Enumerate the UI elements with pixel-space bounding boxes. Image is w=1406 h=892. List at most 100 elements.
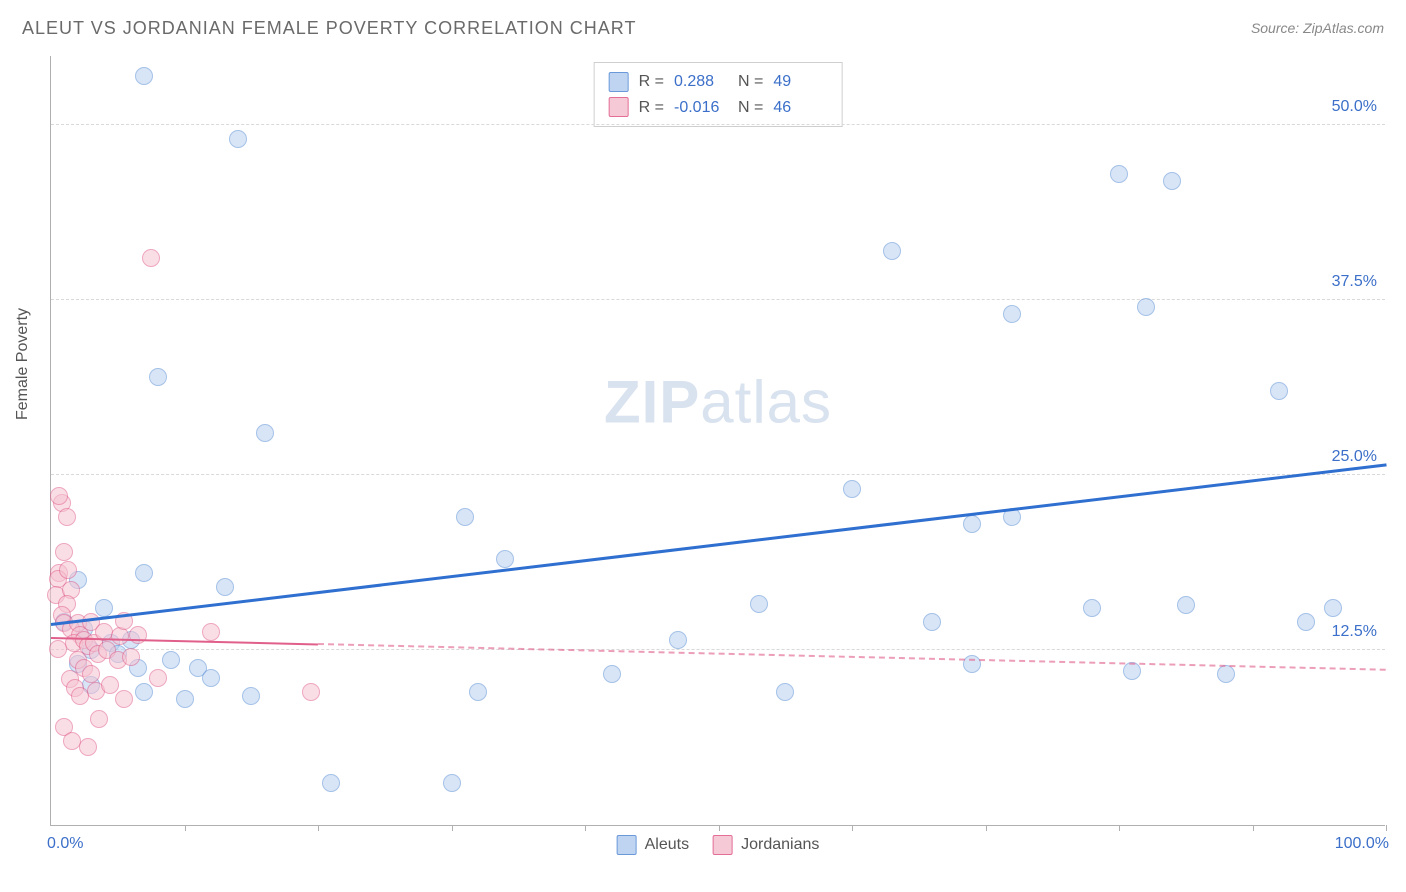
swatch-aleuts-icon xyxy=(617,835,637,855)
x-tick xyxy=(719,825,720,831)
x-tick xyxy=(585,825,586,831)
data-point-aleuts xyxy=(1177,596,1195,614)
data-point-aleuts xyxy=(202,669,220,687)
data-point-aleuts xyxy=(1110,165,1128,183)
data-point-aleuts xyxy=(149,368,167,386)
y-tick-label: 12.5% xyxy=(1332,623,1377,641)
data-point-jordanians xyxy=(90,710,108,728)
x-tick xyxy=(852,825,853,831)
swatch-jordanians xyxy=(609,97,629,117)
correlation-legend: R = 0.288 N = 49 R = -0.016 N = 46 xyxy=(594,62,843,127)
chart-source: Source: ZipAtlas.com xyxy=(1251,20,1384,36)
legend-label-jordanians: Jordanians xyxy=(741,836,819,854)
data-point-aleuts xyxy=(1297,613,1315,631)
data-point-aleuts xyxy=(162,651,180,669)
data-point-jordanians xyxy=(302,683,320,701)
legend-row-jordanians: R = -0.016 N = 46 xyxy=(609,95,828,121)
data-point-aleuts xyxy=(135,564,153,582)
r-value-aleuts: 0.288 xyxy=(674,69,728,95)
n-value-aleuts: 49 xyxy=(773,69,827,95)
data-point-aleuts xyxy=(229,130,247,148)
n-label: N = xyxy=(738,69,763,95)
data-point-jordanians xyxy=(111,627,129,645)
watermark-zip: ZIP xyxy=(604,369,700,436)
data-point-aleuts xyxy=(1003,305,1021,323)
chart-title: ALEUT VS JORDANIAN FEMALE POVERTY CORREL… xyxy=(22,18,636,38)
x-tick xyxy=(1253,825,1254,831)
data-point-jordanians xyxy=(149,669,167,687)
data-point-aleuts xyxy=(1270,382,1288,400)
gridline xyxy=(51,474,1385,475)
data-point-jordanians xyxy=(115,690,133,708)
x-max-label: 100.0% xyxy=(1335,835,1389,853)
data-point-jordanians xyxy=(202,623,220,641)
data-point-aleuts xyxy=(1083,599,1101,617)
n-label: N = xyxy=(738,95,763,121)
r-value-jordanians: -0.016 xyxy=(674,95,728,121)
data-point-aleuts xyxy=(443,774,461,792)
data-point-aleuts xyxy=(1324,599,1342,617)
data-point-aleuts xyxy=(469,683,487,701)
data-point-aleuts xyxy=(603,665,621,683)
data-point-jordanians xyxy=(50,487,68,505)
x-min-label: 0.0% xyxy=(47,835,83,853)
data-point-aleuts xyxy=(843,480,861,498)
data-point-jordanians xyxy=(58,508,76,526)
data-point-jordanians xyxy=(142,249,160,267)
x-tick xyxy=(986,825,987,831)
data-point-aleuts xyxy=(963,515,981,533)
r-label: R = xyxy=(639,95,664,121)
swatch-aleuts xyxy=(609,72,629,92)
data-point-jordanians xyxy=(79,738,97,756)
data-point-aleuts xyxy=(1217,665,1235,683)
data-point-aleuts xyxy=(216,578,234,596)
data-point-aleuts xyxy=(242,687,260,705)
n-value-jordanians: 46 xyxy=(773,95,827,121)
data-point-aleuts xyxy=(456,508,474,526)
series-legend: Aleuts Jordanians xyxy=(617,835,820,855)
data-point-aleuts xyxy=(176,690,194,708)
gridline xyxy=(51,299,1385,300)
data-point-aleuts xyxy=(322,774,340,792)
x-tick xyxy=(185,825,186,831)
data-point-aleuts xyxy=(883,242,901,260)
data-point-aleuts xyxy=(95,599,113,617)
plot-area: ZIPatlas R = 0.288 N = 49 R = -0.016 N =… xyxy=(50,56,1385,826)
chart-header: ALEUT VS JORDANIAN FEMALE POVERTY CORREL… xyxy=(22,18,1384,46)
data-point-jordanians xyxy=(49,640,67,658)
data-point-aleuts xyxy=(135,67,153,85)
gridline xyxy=(51,124,1385,125)
data-point-jordanians xyxy=(82,665,100,683)
data-point-aleuts xyxy=(750,595,768,613)
data-point-aleuts xyxy=(923,613,941,631)
watermark: ZIPatlas xyxy=(604,368,832,437)
legend-item-jordanians: Jordanians xyxy=(713,835,819,855)
legend-item-aleuts: Aleuts xyxy=(617,835,689,855)
data-point-aleuts xyxy=(776,683,794,701)
data-point-aleuts xyxy=(1163,172,1181,190)
y-tick-label: 37.5% xyxy=(1332,273,1377,291)
data-point-jordanians xyxy=(122,648,140,666)
swatch-jordanians-icon xyxy=(713,835,733,855)
y-tick-label: 25.0% xyxy=(1332,448,1377,466)
legend-label-aleuts: Aleuts xyxy=(645,836,689,854)
plot-wrap: ZIPatlas R = 0.288 N = 49 R = -0.016 N =… xyxy=(50,56,1385,826)
data-point-jordanians xyxy=(59,561,77,579)
data-point-jordanians xyxy=(55,543,73,561)
data-point-aleuts xyxy=(135,683,153,701)
x-tick xyxy=(1386,825,1387,831)
x-tick xyxy=(318,825,319,831)
data-point-aleuts xyxy=(669,631,687,649)
data-point-aleuts xyxy=(256,424,274,442)
data-point-aleuts xyxy=(496,550,514,568)
data-point-aleuts xyxy=(1137,298,1155,316)
data-point-jordanians xyxy=(101,676,119,694)
source-name: ZipAtlas.com xyxy=(1303,20,1384,36)
x-tick xyxy=(1119,825,1120,831)
watermark-rest: atlas xyxy=(700,369,832,436)
x-tick xyxy=(452,825,453,831)
y-axis-label: Female Poverty xyxy=(14,308,32,420)
r-label: R = xyxy=(639,69,664,95)
trendline-jordanians-extrapolated xyxy=(318,643,1386,671)
source-prefix: Source: xyxy=(1251,20,1303,36)
